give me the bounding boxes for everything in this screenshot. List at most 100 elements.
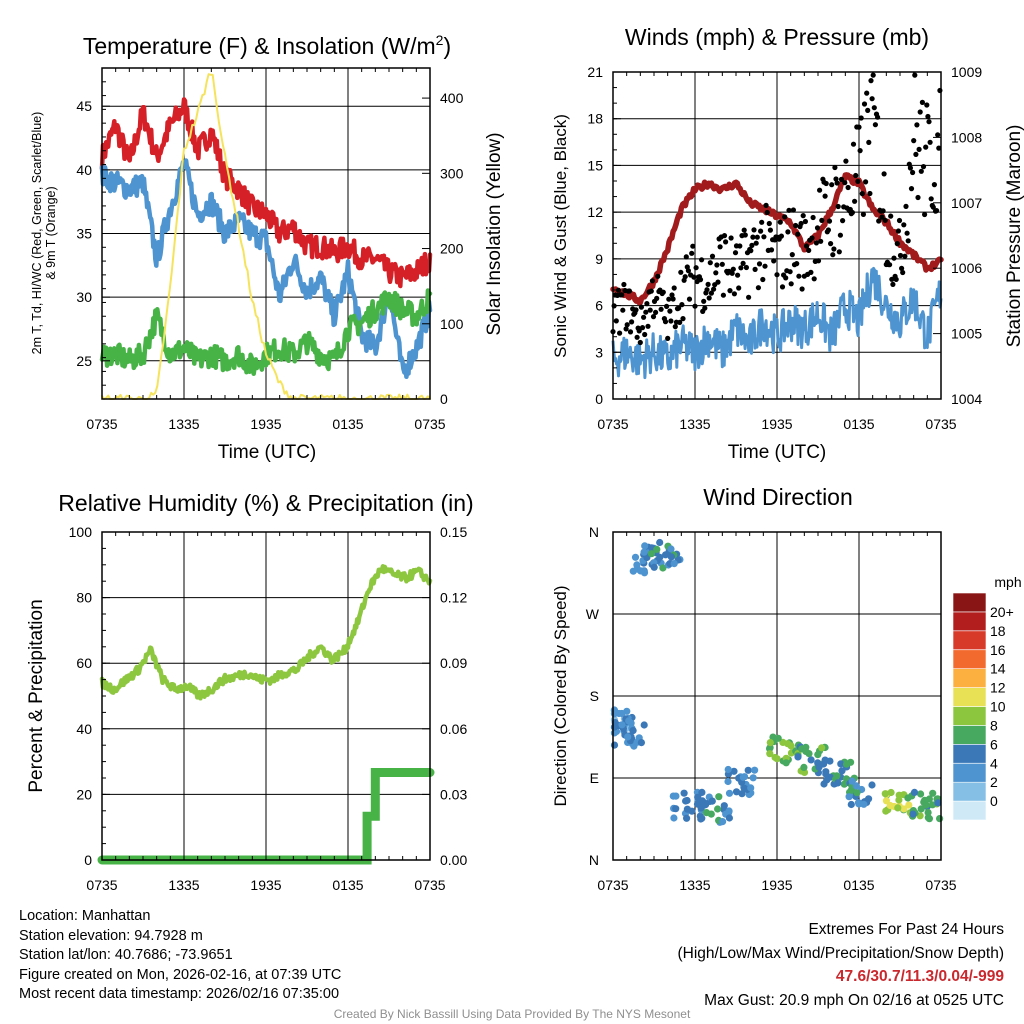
gust-point	[766, 220, 772, 227]
gust-point	[727, 288, 733, 294]
gust-point	[633, 307, 639, 313]
rh-ytick-left-label: 80	[76, 590, 92, 606]
gust-point	[808, 269, 814, 275]
direction-point	[680, 789, 688, 797]
dir-xtick-label: 1335	[679, 877, 710, 893]
direction-point	[924, 808, 932, 817]
gust-point	[902, 253, 908, 259]
dir-ytick-label: N	[589, 852, 599, 868]
gust-point	[903, 203, 909, 209]
gust-point	[715, 279, 721, 285]
dir-xtick-label: 0735	[925, 877, 956, 893]
gust-point	[639, 325, 646, 331]
location-text: Location: Manhattan	[19, 908, 151, 924]
gust-point	[920, 164, 927, 170]
gust-point	[654, 295, 660, 301]
gust-point	[671, 285, 677, 291]
direction-point	[802, 747, 810, 756]
gust-point	[624, 322, 630, 328]
gust-point	[836, 249, 842, 255]
wind-xtick-label: 1335	[679, 416, 710, 432]
gust-point	[818, 238, 824, 244]
extremes-legend: (High/Low/Max Wind/Precipitation/Snow De…	[677, 944, 1005, 962]
colorbar-swatch	[952, 781, 987, 802]
rh-ytick-right-label: 0.12	[440, 590, 467, 606]
gust-point	[931, 182, 938, 188]
wind-ytick-left-label: 3	[595, 344, 603, 360]
direction-point	[732, 788, 741, 796]
gust-point	[845, 184, 851, 191]
direction-point	[698, 788, 706, 797]
gust-point	[904, 230, 910, 236]
direction-point	[887, 788, 895, 797]
gust-point	[907, 165, 914, 171]
gust-point	[900, 269, 906, 276]
wind-ytick-right-label: 1005	[951, 326, 982, 342]
gust-point	[803, 243, 810, 249]
rh-xtick-label: 1935	[250, 877, 281, 893]
gust-point	[896, 217, 903, 224]
rh-ytick-right-label: 0.06	[440, 721, 467, 737]
gust-point	[843, 158, 849, 164]
direction-point	[847, 800, 855, 809]
direction-point	[650, 563, 658, 571]
max-gust-text: Max Gust: 20.9 mph On 02/16 at 0525 UTC	[704, 991, 1004, 1009]
gust-point	[758, 228, 764, 234]
gust-point	[819, 217, 825, 223]
winds-panel: Winds (mph) & Pressure (mb) 0735 1335 1935…	[551, 24, 1024, 463]
gust-point	[750, 234, 756, 240]
wind-ytick-left-label: 12	[587, 204, 603, 220]
direction-point	[667, 553, 676, 561]
colorbar-swatch	[952, 611, 987, 632]
gust-point	[880, 208, 886, 214]
wind-series-sonic	[611, 266, 943, 380]
direction-point	[925, 815, 934, 823]
direction-point	[749, 774, 757, 782]
direction-point	[747, 784, 755, 792]
gust-point	[685, 268, 692, 274]
dir-ytick-label: E	[590, 770, 599, 786]
wind-ytick-left-label: 15	[587, 157, 603, 173]
rh-ytick-left-label: 60	[76, 655, 92, 671]
gust-point	[850, 141, 857, 147]
gust-point	[894, 241, 900, 247]
gust-point	[709, 253, 716, 259]
temp-xtick-label: 1935	[250, 416, 281, 432]
direction-point	[845, 793, 853, 801]
rh-ytick-right-label: 0.15	[440, 524, 467, 540]
direction-point	[766, 739, 774, 747]
gust-point	[737, 243, 743, 249]
extremes-title: Extremes For Past 24 Hours	[808, 921, 1004, 938]
gust-point	[779, 284, 786, 290]
latlon-text: Station lat/lon: 40.7686; -73.9651	[19, 947, 233, 964]
direction-point	[910, 788, 919, 797]
gust-point	[934, 208, 940, 214]
gust-point	[785, 229, 791, 235]
rh-xtick-label: 1335	[168, 877, 199, 893]
dir-ytick-label: S	[590, 688, 599, 704]
direction-point	[822, 770, 830, 778]
gust-point	[634, 334, 640, 340]
colorbar-label: 16	[990, 642, 1006, 658]
gust-point	[788, 281, 794, 287]
direction-point	[807, 756, 815, 764]
direction-point	[852, 782, 861, 790]
winds-title: Winds (mph) & Pressure (mb)	[625, 24, 929, 50]
colorbar-label: 2	[990, 774, 998, 790]
direction-point	[625, 717, 633, 725]
gust-point	[736, 285, 742, 291]
gust-point	[665, 335, 671, 341]
colorbar-label: 0	[990, 793, 998, 809]
wind-ytick-left-label: 0	[595, 391, 603, 407]
gust-point	[830, 252, 836, 258]
gust-point	[655, 273, 661, 279]
gust-point	[636, 328, 642, 334]
direction-point	[837, 760, 845, 768]
wind-ytick-right-label: 1008	[951, 129, 982, 145]
gust-point	[911, 138, 917, 144]
gust-point	[629, 319, 635, 325]
wind-ytick-left-label: 6	[595, 298, 603, 314]
gust-point	[691, 274, 697, 280]
gust-point	[856, 124, 862, 130]
direction-point	[725, 814, 734, 822]
